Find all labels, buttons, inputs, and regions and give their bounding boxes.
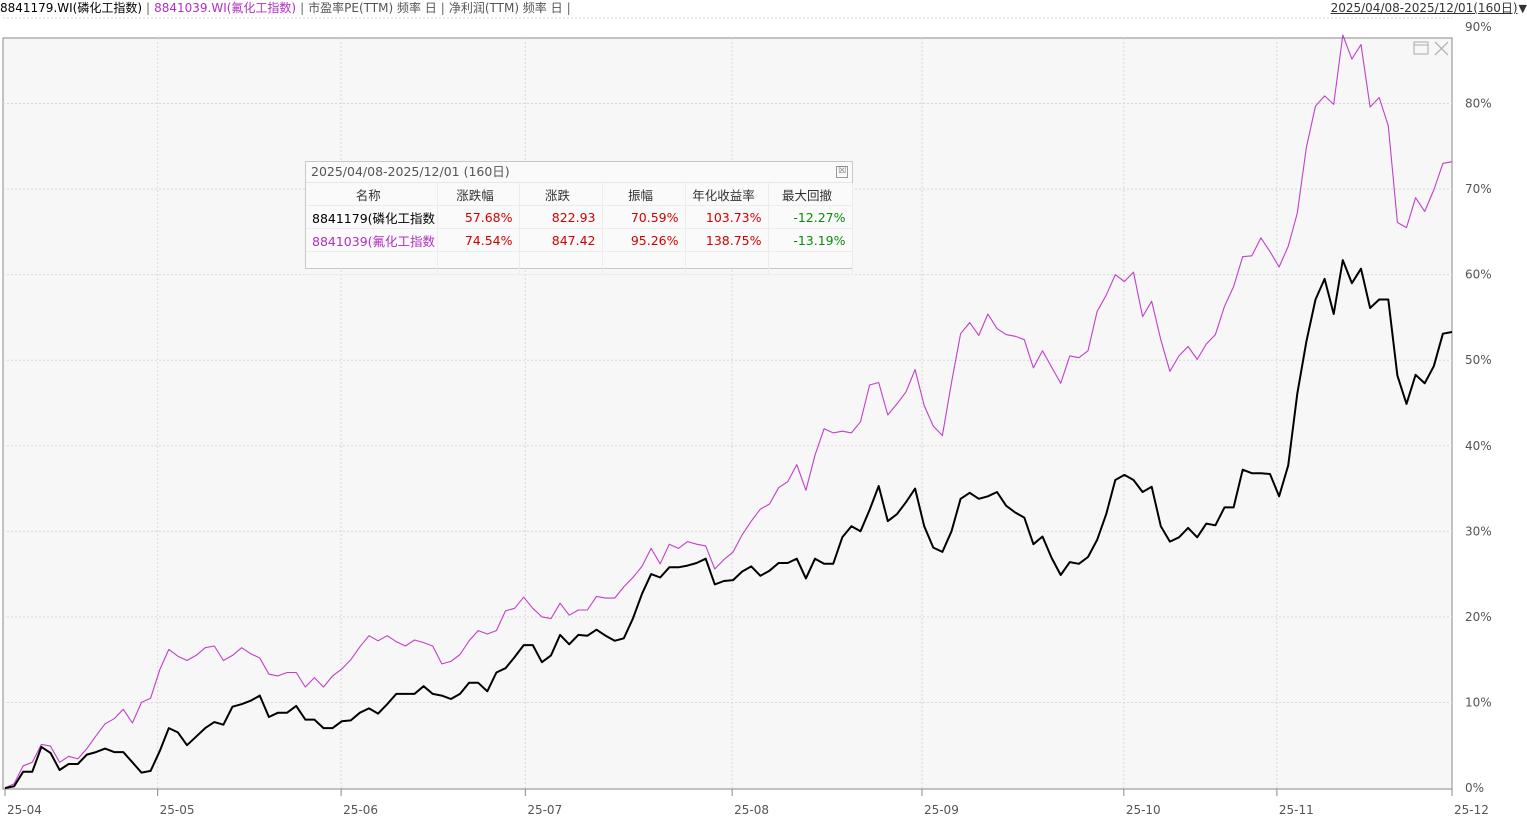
- y-tick-label: 10%: [1465, 695, 1492, 709]
- series-line-fluorine-chem[interactable]: [4, 34, 1453, 789]
- y-tick-label: 90%: [1465, 20, 1492, 34]
- indicator-profit-label[interactable]: 净利润(TTM) 频率 日: [448, 1, 563, 15]
- column-header: 涨跌: [519, 183, 603, 206]
- column-header: 涨跌幅: [437, 183, 520, 206]
- separator: |: [146, 1, 151, 15]
- interval-stats-panel[interactable]: 2025/04/08-2025/12/01 (160日) ☒ 名称 涨跌幅 涨跌…: [305, 161, 853, 275]
- y-tick-label: 60%: [1465, 268, 1492, 282]
- y-tick-label: 50%: [1465, 353, 1492, 367]
- chart-header: 8841179.WI(磷化工指数) | 8841039.WI(氟化工指数) | 市盈率P…: [0, 0, 1527, 18]
- table-row[interactable]: 8841179(磷化工指数 57.68% 822.93 70.59% 103.7…: [306, 205, 853, 229]
- y-tick-label: 70%: [1465, 182, 1492, 196]
- plot-background: [2, 37, 1453, 790]
- date-range-selector[interactable]: 2025/04/08-2025/12/01(160日)▼: [1331, 0, 1527, 17]
- amplitude-cell: 70.59%: [602, 205, 686, 229]
- column-header: 最大回撤: [768, 183, 853, 206]
- series-name-cell: 8841039(氟化工指数: [306, 228, 438, 252]
- y-axis: 0% 10% 20% 30% 40% 50% 60% 70% 80% 90%: [1465, 20, 1492, 795]
- annual-return-cell: 138.75%: [685, 228, 769, 252]
- column-header: 年化收益率: [685, 183, 769, 206]
- change-pct-cell: 74.54%: [437, 228, 520, 252]
- x-tick-label: 25-09: [924, 803, 959, 817]
- change-pct-cell: 57.68%: [437, 205, 520, 229]
- close-icon[interactable]: ☒: [836, 166, 848, 178]
- separator: |: [566, 1, 571, 15]
- series1-legend-label[interactable]: 8841179.WI(磷化工指数): [0, 1, 143, 15]
- table-row[interactable]: 8841039(氟化工指数 74.54% 847.42 95.26% 138.7…: [306, 228, 853, 252]
- series2-legend-label[interactable]: 8841039.WI(氟化工指数): [154, 1, 297, 15]
- y-tick-label: 40%: [1465, 439, 1492, 453]
- annual-return-cell: 103.73%: [685, 205, 769, 229]
- column-header: 名称: [306, 183, 438, 206]
- column-header: 振幅: [602, 183, 686, 206]
- x-tick-label: 25-12: [1454, 803, 1489, 817]
- max-drawdown-cell: -12.27%: [768, 205, 853, 229]
- x-tick-label: 25-10: [1126, 803, 1161, 817]
- y-tick-label: 80%: [1465, 97, 1492, 111]
- series-name-cell: 8841179(磷化工指数: [306, 205, 438, 229]
- x-tick-label: 25-07: [527, 803, 562, 817]
- separator: |: [300, 1, 305, 15]
- y-tick-label: 0%: [1465, 781, 1484, 795]
- x-axis: 25-04 25-05 25-06 25-07 25-08 25-09 25-10 25-11…: [4, 789, 1489, 817]
- indicator-pe-label[interactable]: 市盈率PE(TTM) 频率 日: [308, 1, 437, 15]
- x-tick-label: 25-04: [7, 803, 42, 817]
- change-cell: 822.93: [519, 205, 603, 229]
- dropdown-arrow-icon[interactable]: ▼: [1518, 2, 1527, 15]
- x-tick-label: 25-08: [734, 803, 769, 817]
- restore-window-icon[interactable]: [1413, 41, 1429, 55]
- x-tick-label: 25-06: [343, 803, 378, 817]
- stats-header-row: 名称 涨跌幅 涨跌 振幅 年化收益率 最大回撤: [306, 183, 853, 206]
- empty-row: [306, 251, 853, 275]
- y-tick-label: 30%: [1465, 524, 1492, 538]
- series-lines: [4, 34, 1453, 789]
- separator: |: [440, 1, 445, 15]
- stats-panel-header: 2025/04/08-2025/12/01 (160日) ☒: [306, 162, 852, 183]
- series-line-phosphorus-chem[interactable]: [4, 259, 1453, 789]
- close-chart-icon[interactable]: [1434, 41, 1449, 56]
- amplitude-cell: 95.26%: [602, 228, 686, 252]
- max-drawdown-cell: -13.19%: [768, 228, 853, 252]
- stats-panel-title: 2025/04/08-2025/12/01 (160日): [311, 164, 510, 179]
- stats-table: 名称 涨跌幅 涨跌 振幅 年化收益率 最大回撤 8841179(磷化工指数 57…: [306, 183, 853, 275]
- date-range-text[interactable]: 2025/04/08-2025/12/01(160日): [1330, 1, 1518, 15]
- y-tick-label: 20%: [1465, 610, 1492, 624]
- change-cell: 847.42: [519, 228, 603, 252]
- x-tick-label: 25-05: [160, 803, 195, 817]
- x-tick-label: 25-11: [1279, 803, 1314, 817]
